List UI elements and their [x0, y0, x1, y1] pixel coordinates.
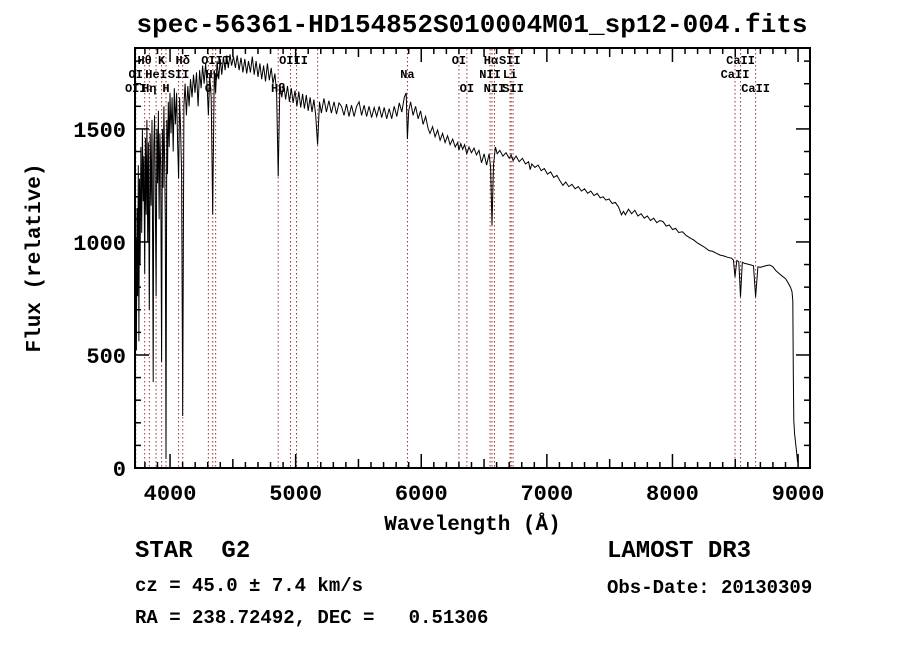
x-tick-label: 7000: [520, 482, 573, 507]
line-label: Hα: [484, 54, 499, 68]
cz-value: cz = 45.0 ± 7.4 km/s: [135, 575, 364, 597]
ra-dec-value: RA = 238.72492, DEC = 0.51306: [135, 607, 489, 629]
line-label: Hδ: [176, 54, 190, 68]
line-label: NII: [484, 82, 506, 96]
survey-label: LAMOST DR3: [607, 538, 752, 565]
axis-ticks: [135, 48, 810, 468]
x-tick-label: 4000: [144, 482, 197, 507]
line-label: CaII: [741, 82, 770, 96]
line-label: CaII: [726, 54, 755, 68]
spectrum-curve: [135, 54, 799, 463]
axis-titles: Wavelength (Å) Flux (relative): [24, 163, 561, 537]
line-label: Hη: [142, 82, 156, 96]
spectral-line-markers: [135, 49, 757, 467]
y-tick-labels: 0 500 1000 1500: [73, 119, 126, 483]
line-label: G: [205, 82, 212, 96]
line-label: OIII: [279, 54, 308, 68]
line-label: Na: [400, 68, 414, 82]
line-label: SII: [502, 82, 524, 96]
plot-frame: [134, 47, 811, 469]
line-label: K: [158, 54, 166, 68]
line-label: OI: [452, 54, 466, 68]
line-label: SII: [168, 68, 190, 82]
line-label: NII: [479, 68, 501, 82]
x-tick-label: 8000: [646, 482, 699, 507]
line-label: Hθ: [137, 54, 151, 68]
object-class-label: STAR G2: [135, 538, 251, 565]
line-label: CaII: [721, 68, 750, 82]
y-axis-title: Flux (relative): [24, 163, 47, 352]
y-tick-label: 1000: [73, 232, 126, 257]
line-label: HeI: [145, 68, 167, 82]
x-axis-title: Wavelength (Å): [384, 512, 560, 537]
figure-title: spec-56361-HD154852S010004M01_sp12-004.f…: [136, 10, 808, 40]
y-tick-label: 500: [86, 345, 126, 370]
x-tick-label: 9000: [772, 482, 825, 507]
x-tick-labels: 4000 5000 6000 7000 8000 9000: [144, 482, 825, 507]
y-tick-label: 1500: [73, 119, 126, 144]
y-tick-label: 0: [113, 458, 126, 483]
line-label: OI: [460, 82, 474, 96]
obs-date: Obs-Date: 20130309: [607, 577, 813, 599]
line-label: Li: [503, 68, 517, 82]
x-tick-label: 6000: [395, 482, 448, 507]
line-label: H: [162, 82, 169, 96]
line-label: SII: [499, 54, 521, 68]
x-tick-label: 5000: [269, 482, 322, 507]
line-label: Hβ: [271, 82, 285, 96]
